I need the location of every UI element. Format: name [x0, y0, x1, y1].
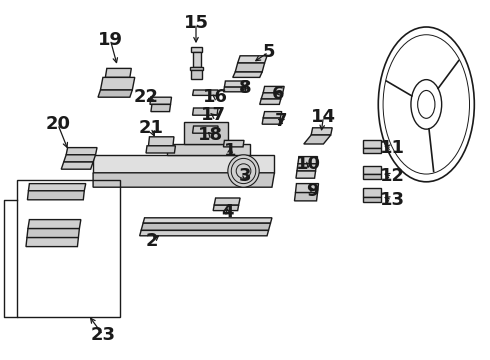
Polygon shape	[191, 70, 202, 79]
Text: 7: 7	[275, 112, 288, 130]
Polygon shape	[363, 188, 381, 197]
Polygon shape	[223, 87, 246, 92]
Polygon shape	[61, 162, 93, 169]
Ellipse shape	[228, 155, 259, 187]
Text: 18: 18	[198, 126, 223, 144]
Polygon shape	[143, 218, 272, 223]
Polygon shape	[262, 118, 280, 124]
Text: 1: 1	[224, 142, 237, 160]
Text: 17: 17	[200, 106, 226, 124]
Polygon shape	[184, 122, 228, 144]
Polygon shape	[26, 238, 78, 247]
Text: 2: 2	[146, 232, 158, 250]
Polygon shape	[238, 56, 267, 63]
Polygon shape	[363, 174, 381, 179]
Polygon shape	[363, 140, 381, 148]
Text: 16: 16	[203, 88, 228, 106]
Polygon shape	[93, 155, 274, 173]
Polygon shape	[294, 193, 318, 201]
Polygon shape	[151, 104, 171, 112]
Bar	[17, 180, 120, 317]
Polygon shape	[150, 97, 172, 104]
Text: 8: 8	[239, 79, 251, 97]
Polygon shape	[100, 77, 135, 90]
Text: 14: 14	[311, 108, 336, 126]
Polygon shape	[263, 112, 282, 118]
Polygon shape	[190, 67, 203, 70]
Polygon shape	[191, 47, 202, 52]
Text: 19: 19	[98, 31, 123, 49]
Polygon shape	[214, 198, 240, 205]
Polygon shape	[27, 229, 79, 238]
Polygon shape	[213, 205, 239, 211]
Polygon shape	[140, 230, 269, 236]
Text: 23: 23	[90, 326, 116, 344]
Polygon shape	[141, 223, 270, 230]
Polygon shape	[193, 126, 218, 133]
Polygon shape	[66, 148, 97, 155]
Polygon shape	[295, 184, 318, 193]
Text: 3: 3	[239, 167, 251, 185]
Polygon shape	[363, 197, 381, 202]
Text: 4: 4	[221, 203, 234, 221]
Text: 21: 21	[138, 119, 164, 137]
Text: 12: 12	[379, 167, 405, 185]
Polygon shape	[224, 81, 247, 87]
Polygon shape	[27, 191, 84, 200]
Polygon shape	[261, 93, 283, 99]
Polygon shape	[98, 90, 132, 97]
Polygon shape	[105, 68, 131, 77]
Polygon shape	[28, 184, 86, 191]
Text: 11: 11	[379, 139, 405, 157]
Text: 13: 13	[379, 191, 405, 209]
Polygon shape	[146, 146, 175, 153]
Polygon shape	[148, 137, 174, 146]
Text: 5: 5	[262, 43, 275, 61]
Polygon shape	[304, 135, 331, 144]
Polygon shape	[193, 52, 201, 67]
Polygon shape	[28, 220, 81, 229]
Text: 20: 20	[45, 115, 71, 133]
Text: 22: 22	[133, 88, 159, 106]
Polygon shape	[363, 166, 381, 174]
Polygon shape	[223, 140, 244, 147]
Polygon shape	[193, 108, 218, 115]
Polygon shape	[296, 171, 316, 178]
Polygon shape	[235, 63, 265, 72]
Polygon shape	[93, 173, 274, 187]
Polygon shape	[298, 157, 318, 164]
Polygon shape	[363, 148, 381, 153]
Polygon shape	[311, 128, 332, 135]
Text: 9: 9	[306, 182, 319, 200]
Polygon shape	[167, 144, 250, 155]
Text: 15: 15	[183, 14, 209, 32]
Polygon shape	[64, 155, 96, 162]
Polygon shape	[233, 72, 262, 77]
Text: 10: 10	[296, 155, 321, 173]
Polygon shape	[260, 99, 281, 104]
Polygon shape	[297, 164, 317, 171]
Polygon shape	[263, 86, 284, 93]
Polygon shape	[193, 90, 218, 95]
Text: 6: 6	[272, 85, 285, 103]
